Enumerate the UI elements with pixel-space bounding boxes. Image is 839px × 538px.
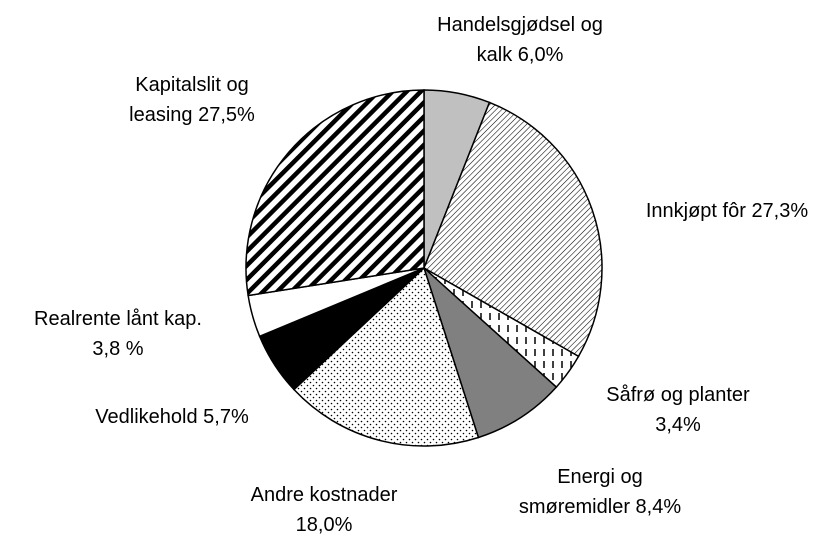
slice-value-label: 3,8 %: [92, 338, 144, 360]
slice-category: Handelsgjødsel og kalk: [437, 14, 603, 66]
slice-value-label: 27,5%: [198, 104, 255, 126]
slice-value-label: 27,3%: [751, 200, 809, 222]
slice-value-label: 8,4%: [635, 496, 682, 518]
slice-value-label: 3,4%: [655, 414, 701, 436]
slice-value-label: 18,0%: [295, 514, 353, 536]
slice-value-label: 5,7%: [203, 406, 249, 428]
slice-label: Energi og smøremidler 8,4%: [510, 462, 690, 522]
slice-label: Såfrø og planter 3,4%: [588, 380, 768, 440]
slice-label: Innkjøpt fôr 27,3%: [597, 196, 839, 226]
slice-label: Handelsgjødsel og kalk 6,0%: [425, 10, 615, 70]
slice-label: Vedlikehold 5,7%: [72, 402, 272, 432]
slice-category: Andre kostnader: [250, 484, 398, 506]
slice-category: Energi og smøremidler: [518, 466, 643, 518]
slice-label: Andre kostnader 18,0%: [239, 480, 409, 538]
slice-category: Kapitalslit og leasing: [129, 74, 249, 126]
pie-slice: [292, 266, 480, 447]
slice-category: Realrente lånt kap.: [34, 308, 202, 330]
pie-slice: [422, 265, 558, 439]
slice-label: Realrente lånt kap. 3,8 %: [18, 304, 218, 364]
slice-label: Kapitalslit og leasing 27,5%: [112, 70, 272, 130]
slice-category: Vedlikehold: [95, 406, 198, 428]
slice-value-label: 6,0%: [517, 44, 564, 66]
slice-category: Såfrø og planter: [606, 384, 750, 406]
slice-category: Innkjøpt fôr: [645, 200, 746, 222]
pie-slice: [245, 89, 425, 297]
